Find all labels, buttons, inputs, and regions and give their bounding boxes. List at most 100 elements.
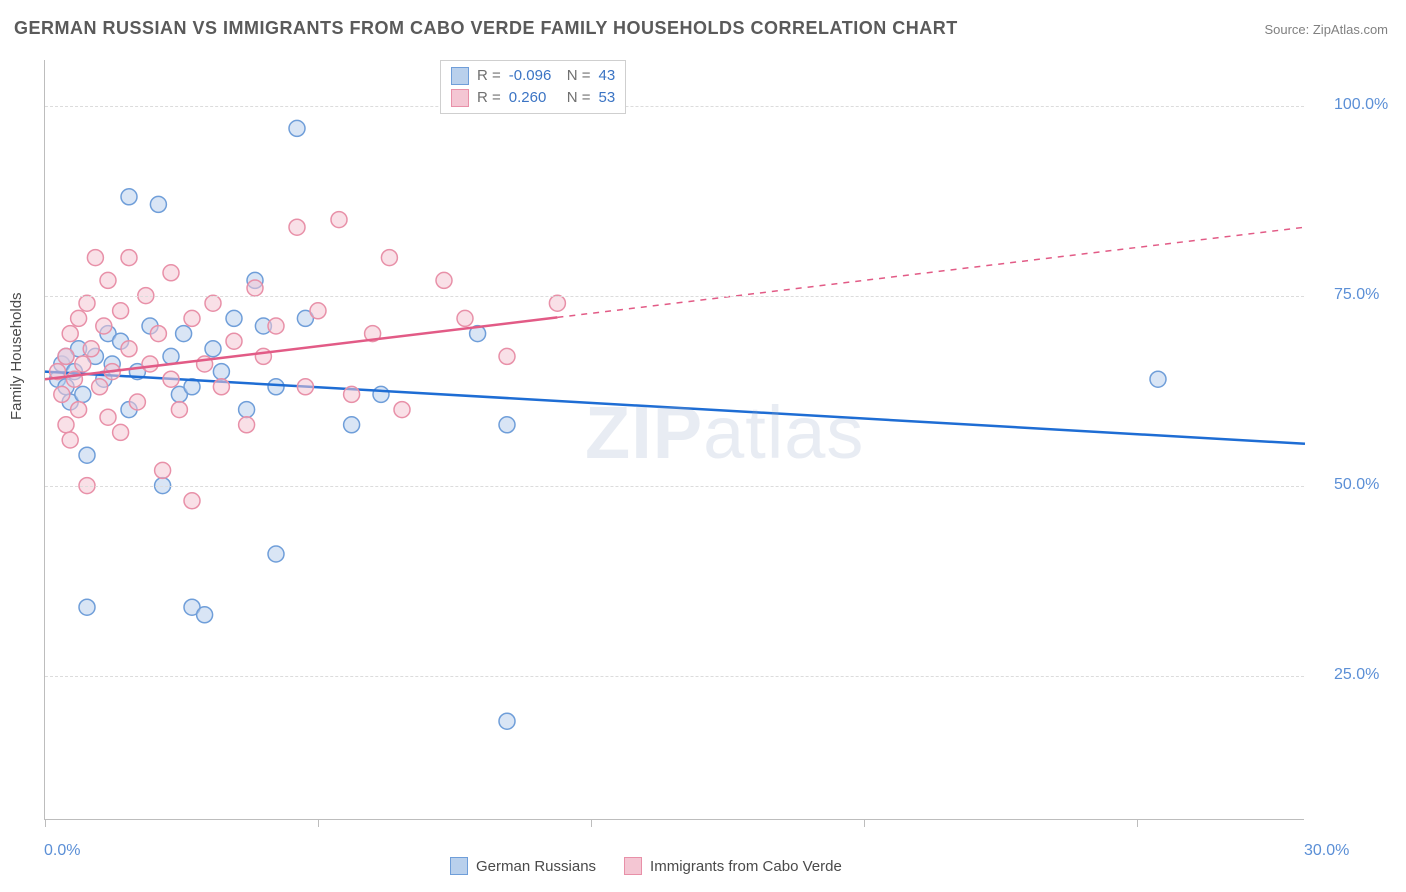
n-value-1: 53 bbox=[599, 87, 616, 109]
swatch-series-0 bbox=[451, 67, 469, 85]
data-point bbox=[155, 462, 171, 478]
x-tick bbox=[318, 819, 319, 827]
data-point bbox=[100, 409, 116, 425]
legend-label-0: German Russians bbox=[476, 858, 596, 875]
r-prefix: R = bbox=[477, 65, 501, 87]
x-tick bbox=[864, 819, 865, 827]
data-point bbox=[499, 348, 515, 364]
data-point bbox=[436, 272, 452, 288]
x-tick bbox=[1137, 819, 1138, 827]
gridline bbox=[45, 106, 1304, 107]
data-point bbox=[163, 265, 179, 281]
y-tick-label: 50.0% bbox=[1334, 476, 1379, 494]
r-value-0: -0.096 bbox=[509, 65, 559, 87]
x-max-label: 30.0% bbox=[1304, 842, 1349, 860]
x-tick bbox=[45, 819, 46, 827]
data-point bbox=[226, 310, 242, 326]
stats-legend-box: R = -0.096 N = 43 R = 0.260 N = 53 bbox=[440, 60, 626, 114]
chart-svg bbox=[45, 60, 1305, 820]
data-point bbox=[394, 402, 410, 418]
data-point bbox=[226, 333, 242, 349]
data-point bbox=[381, 250, 397, 266]
data-point bbox=[171, 402, 187, 418]
data-point bbox=[96, 318, 112, 334]
data-point bbox=[344, 386, 360, 402]
data-point bbox=[331, 212, 347, 228]
data-point bbox=[100, 272, 116, 288]
data-point bbox=[58, 348, 74, 364]
data-point bbox=[239, 402, 255, 418]
data-point bbox=[79, 295, 95, 311]
stats-row-series-0: R = -0.096 N = 43 bbox=[451, 65, 615, 87]
data-point bbox=[197, 607, 213, 623]
x-min-label: 0.0% bbox=[44, 842, 80, 860]
data-point bbox=[289, 120, 305, 136]
data-point bbox=[184, 310, 200, 326]
swatch-series-1-b bbox=[624, 857, 642, 875]
source-label: Source: ZipAtlas.com bbox=[1264, 22, 1388, 37]
data-point bbox=[184, 493, 200, 509]
data-point bbox=[79, 599, 95, 615]
data-point bbox=[75, 386, 91, 402]
data-point bbox=[79, 447, 95, 463]
x-tick bbox=[591, 819, 592, 827]
data-point bbox=[113, 303, 129, 319]
data-point bbox=[268, 546, 284, 562]
y-axis-label: Family Households bbox=[8, 292, 25, 420]
data-point bbox=[121, 250, 137, 266]
swatch-series-1 bbox=[451, 89, 469, 107]
swatch-series-0-b bbox=[450, 857, 468, 875]
n-value-0: 43 bbox=[599, 65, 616, 87]
data-point bbox=[150, 196, 166, 212]
data-point bbox=[247, 280, 263, 296]
data-point bbox=[205, 295, 221, 311]
data-point bbox=[163, 371, 179, 387]
trend-line-solid bbox=[45, 372, 1305, 444]
data-point bbox=[344, 417, 360, 433]
data-point bbox=[213, 379, 229, 395]
data-point bbox=[62, 326, 78, 342]
chart-plot-area: ZIPatlas bbox=[44, 60, 1304, 820]
legend-item-1: Immigrants from Cabo Verde bbox=[624, 857, 842, 875]
r-prefix: R = bbox=[477, 87, 501, 109]
y-tick-label: 75.0% bbox=[1334, 286, 1379, 304]
data-point bbox=[289, 219, 305, 235]
data-point bbox=[54, 386, 70, 402]
data-point bbox=[373, 386, 389, 402]
data-point bbox=[310, 303, 326, 319]
chart-title: GERMAN RUSSIAN VS IMMIGRANTS FROM CABO V… bbox=[14, 18, 958, 39]
data-point bbox=[71, 310, 87, 326]
stats-row-series-1: R = 0.260 N = 53 bbox=[451, 87, 615, 109]
data-point bbox=[499, 713, 515, 729]
data-point bbox=[1150, 371, 1166, 387]
gridline bbox=[45, 296, 1304, 297]
data-point bbox=[142, 356, 158, 372]
data-point bbox=[176, 326, 192, 342]
gridline bbox=[45, 486, 1304, 487]
y-tick-label: 100.0% bbox=[1334, 96, 1388, 114]
data-point bbox=[92, 379, 108, 395]
data-point bbox=[549, 295, 565, 311]
data-point bbox=[239, 417, 255, 433]
data-point bbox=[121, 189, 137, 205]
series-legend: German Russians Immigrants from Cabo Ver… bbox=[450, 857, 842, 875]
data-point bbox=[121, 341, 137, 357]
data-point bbox=[163, 348, 179, 364]
data-point bbox=[499, 417, 515, 433]
data-point bbox=[129, 394, 145, 410]
data-point bbox=[66, 371, 82, 387]
y-tick-label: 25.0% bbox=[1334, 666, 1379, 684]
data-point bbox=[150, 326, 166, 342]
data-point bbox=[213, 364, 229, 380]
data-point bbox=[255, 348, 271, 364]
n-prefix: N = bbox=[567, 87, 591, 109]
data-point bbox=[87, 250, 103, 266]
data-point bbox=[297, 379, 313, 395]
data-point bbox=[83, 341, 99, 357]
data-point bbox=[62, 432, 78, 448]
gridline bbox=[45, 676, 1304, 677]
legend-label-1: Immigrants from Cabo Verde bbox=[650, 858, 842, 875]
n-prefix: N = bbox=[567, 65, 591, 87]
data-point bbox=[268, 379, 284, 395]
data-point bbox=[113, 424, 129, 440]
